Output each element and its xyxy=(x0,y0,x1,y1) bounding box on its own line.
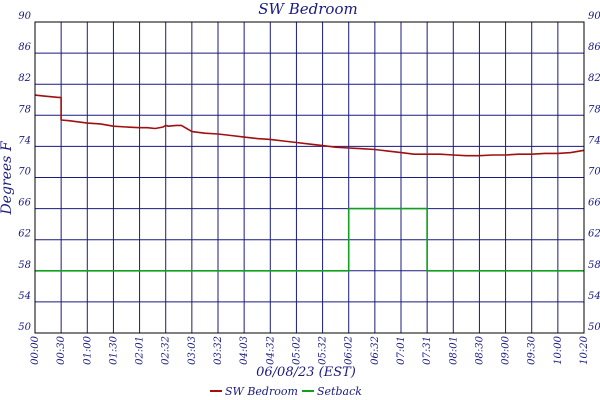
x-tick-label: 02:01 xyxy=(135,336,146,365)
y-tick-label: 70 xyxy=(18,167,31,178)
x-tick-label: 09:00 xyxy=(501,335,512,364)
x-tick-label: 03:03 xyxy=(187,336,198,365)
y-tick-label-right: 70 xyxy=(588,167,600,178)
x-tick-label: 10:00 xyxy=(553,335,564,364)
y-tick-label-right: 62 xyxy=(588,229,600,240)
y-tick-label-right: 50 xyxy=(588,322,600,333)
y-tick-labels-left: 50 54 58 62 66 70 74 78 82 86 90 xyxy=(18,11,31,333)
y-tick-label-right: 86 xyxy=(588,42,600,53)
y-tick-label: 62 xyxy=(18,229,31,240)
grid xyxy=(34,21,585,334)
y-tick-label-right: 82 xyxy=(588,73,600,84)
x-tick-label: 01:30 xyxy=(108,335,119,364)
series-line-sw-bedroom xyxy=(34,94,585,157)
x-tick-label: 06:02 xyxy=(344,336,355,365)
y-tick-label: 90 xyxy=(18,11,31,22)
series-layer xyxy=(34,94,585,272)
plot-frame xyxy=(34,21,585,334)
x-tick-label: 08:30 xyxy=(474,335,485,364)
x-tick-label: 02:32 xyxy=(161,336,172,365)
y-tick-label: 58 xyxy=(18,260,31,271)
x-tick-label: 04:32 xyxy=(265,336,276,365)
y-tick-label-right: 90 xyxy=(588,11,600,22)
x-tick-label: 07:31 xyxy=(422,336,433,365)
y-tick-label: 82 xyxy=(18,73,31,84)
y-tick-label: 78 xyxy=(18,104,31,115)
x-tick-label: 09:30 xyxy=(527,335,538,364)
y-tick-label: 66 xyxy=(18,198,31,209)
y-tick-labels-right: 50 54 58 62 66 70 74 78 82 86 90 xyxy=(588,11,600,333)
y-tick-label-right: 78 xyxy=(588,104,600,115)
x-tick-label: 06:32 xyxy=(370,336,381,365)
y-tick-label: 86 xyxy=(18,42,31,53)
x-tick-label: 05:32 xyxy=(318,336,329,365)
x-tick-label: 03:32 xyxy=(213,336,224,365)
series-line-setback xyxy=(35,207,584,272)
y-tick-label: 74 xyxy=(18,135,31,146)
y-tick-label: 50 xyxy=(18,322,31,333)
x-tick-label: 08:01 xyxy=(448,336,459,365)
legend-label: SW Bedroom xyxy=(225,385,298,398)
x-tick-label: 04:03 xyxy=(239,336,250,365)
x-tick-label: 10:20 xyxy=(579,335,590,364)
x-tick-label: 00:00 xyxy=(30,335,41,364)
chart-title: SW Bedroom xyxy=(258,0,357,18)
x-tick-label: 00:30 xyxy=(56,335,67,364)
x-tick-labels: 00:00 00:30 01:00 01:30 02:01 02:32 03:03 03:32… xyxy=(30,335,590,364)
y-tick-label-right: 54 xyxy=(588,291,600,302)
y-tick-label-right: 74 xyxy=(588,135,600,146)
x-tick-label: 01:00 xyxy=(82,335,93,364)
x-axis-label: 06/08/23 (EST) xyxy=(256,365,356,380)
y-tick-label: 54 xyxy=(18,291,31,302)
legend-label: Setback xyxy=(317,385,362,398)
x-tick-label: 07:01 xyxy=(396,336,407,365)
y-axis-label: Degrees F xyxy=(0,140,15,215)
x-tick-label: 05:02 xyxy=(291,336,302,365)
y-tick-label-right: 66 xyxy=(588,198,600,209)
legend: SW Bedroom Setback xyxy=(210,385,362,398)
y-tick-label-right: 58 xyxy=(588,260,600,271)
